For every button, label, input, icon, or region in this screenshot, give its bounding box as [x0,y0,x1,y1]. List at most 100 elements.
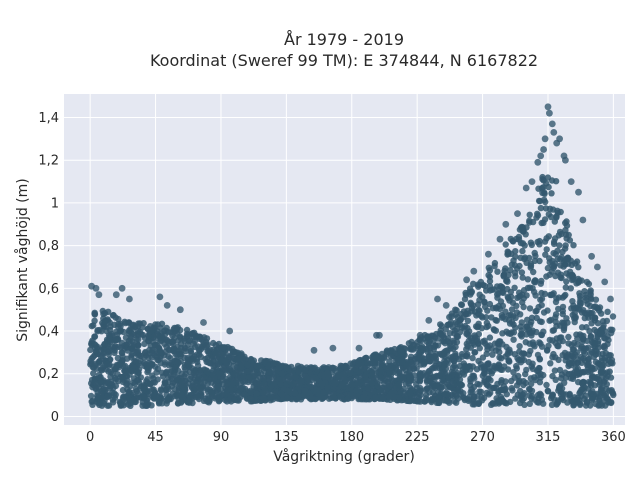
data-point [517,239,525,247]
data-point [120,396,127,403]
data-point [128,342,136,349]
data-point [581,368,589,375]
data-point [229,380,236,387]
data-point [96,374,103,381]
data-point [470,302,477,309]
data-point [494,268,501,275]
data-point [552,339,559,347]
data-point [574,341,581,348]
data-point [452,364,459,372]
data-point [241,378,249,385]
data-point [135,376,142,384]
data-point [489,351,496,358]
data-point [240,372,247,379]
data-point [206,350,213,357]
data-point [99,353,106,360]
data-point [101,310,109,317]
data-point [110,390,118,397]
data-point [543,235,550,242]
data-point [469,388,476,396]
data-point [463,330,470,338]
data-point [538,295,546,302]
data-point [512,395,519,402]
data-point [387,353,395,360]
data-point [511,284,518,291]
data-point [585,344,592,351]
data-point [577,300,585,307]
data-point [508,385,515,392]
data-point [532,376,539,384]
data-point [427,378,434,386]
data-point [138,331,145,338]
data-point [464,343,471,350]
data-point [526,254,533,262]
data-point [100,346,107,353]
data-point [155,400,163,407]
data-point [148,402,155,409]
data-point [515,233,523,241]
data-point [607,374,615,381]
data-point [507,398,514,406]
data-point [534,398,541,406]
data-point [541,216,549,223]
data-point [544,346,551,354]
data-point [403,362,410,369]
data-point [544,103,552,111]
data-point [102,366,109,373]
data-point [514,294,521,301]
data-point [426,352,433,360]
data-point [454,320,461,328]
data-point [381,380,388,387]
data-point [427,344,434,351]
data-point [592,296,600,303]
data-point [253,390,260,397]
data-point [416,331,424,339]
data-point [105,402,113,409]
data-point [579,335,587,343]
data-point [492,327,500,334]
data-point [471,349,479,356]
data-point [106,347,113,354]
data-point [117,322,124,330]
data-point [548,401,556,409]
data-point [244,368,251,375]
data-point [482,314,490,321]
data-point [506,297,513,304]
data-point [516,289,523,296]
data-point [565,231,572,239]
data-point [261,358,268,365]
data-point [200,397,208,404]
data-point [529,360,536,367]
data-point [496,348,503,356]
data-point [475,399,483,406]
data-point [130,321,137,328]
data-point [601,278,609,286]
data-point [439,338,446,345]
data-point [374,382,381,390]
data-point [563,315,570,322]
y-axis-label: Signifikant våghöjd (m) [14,178,31,341]
data-point [123,341,130,348]
data-point [517,254,524,261]
data-point [542,198,549,206]
data-point [349,382,356,389]
data-point [305,375,312,383]
data-point [540,371,547,379]
data-point [431,334,439,341]
data-point [507,267,514,274]
data-point [497,366,504,373]
data-point [139,324,146,331]
data-point [597,329,604,336]
data-point [550,129,558,136]
data-point [594,360,602,367]
data-point [89,364,97,371]
data-point [395,381,403,388]
data-point [180,335,188,342]
data-point [529,327,536,334]
data-point [523,366,530,374]
data-point [370,388,377,395]
data-point [148,354,156,361]
data-point [127,402,134,409]
data-point [540,400,547,407]
